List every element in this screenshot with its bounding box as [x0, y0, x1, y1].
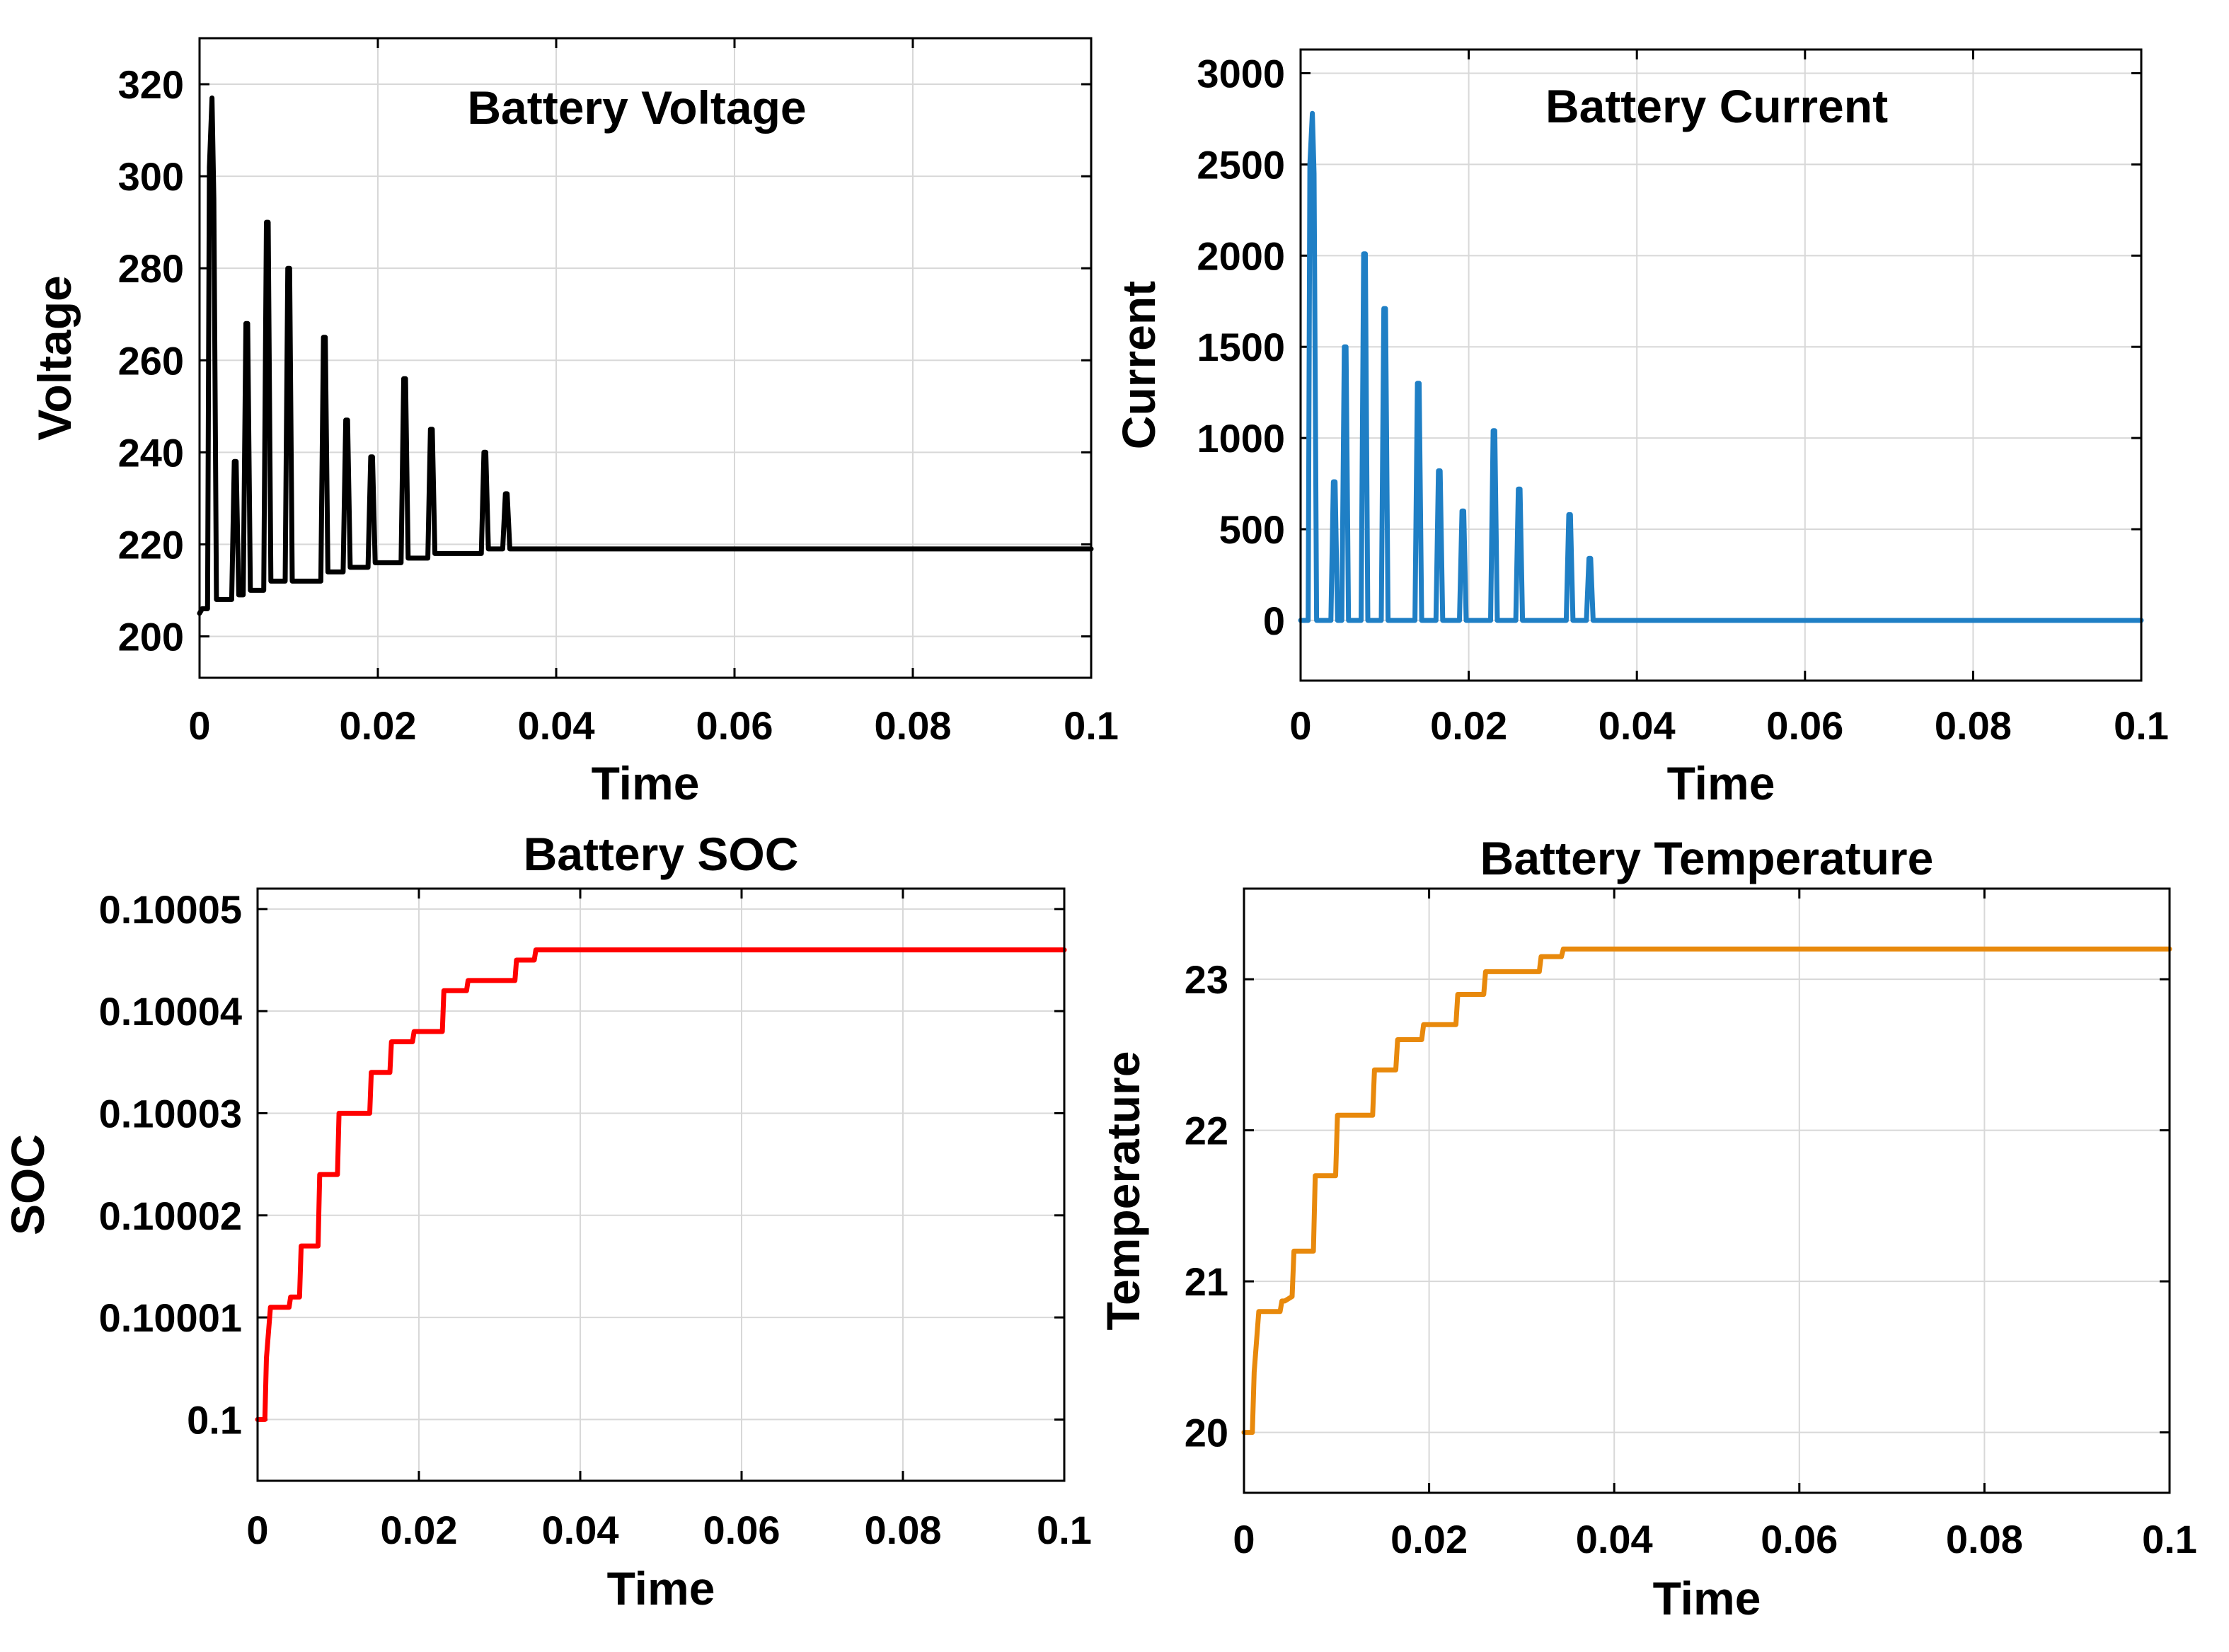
- battery-voltage-plot-area: [200, 38, 1091, 678]
- battery-voltage-x-tick-label: 0.1: [1064, 703, 1119, 748]
- battery-temperature-axes-box: [1243, 887, 2171, 1494]
- battery-soc-y-tick-label: 0.10003: [99, 1091, 242, 1136]
- battery-soc-y-tick-label: 0.10001: [99, 1295, 242, 1340]
- battery-voltage-axes-box: [198, 37, 1093, 679]
- battery-voltage-x-axis-label: Time: [592, 757, 700, 809]
- battery-temperature-y-tick-label: 22: [1185, 1109, 1228, 1153]
- battery-soc-y-tick-label: 0.10004: [99, 989, 242, 1034]
- battery-current-x-axis-label: Time: [1667, 757, 1775, 809]
- battery-temperature-chart: 0 0.02 0.04 0.06 0.08 0.1 20 21 22 23 Battery Temp…: [1097, 832, 2197, 1624]
- battery-current-title: Battery Current: [1545, 80, 1888, 132]
- battery-voltage-y-tick-label: 300: [118, 154, 184, 199]
- battery-current-chart: 0 0.02 0.04 0.06 0.08 0.1 0 500 1000 1500 2000 2500…: [1112, 48, 2169, 809]
- battery-temperature-x-tick-label: 0.08: [1946, 1517, 2023, 1561]
- battery-voltage-y-tick-label: 280: [118, 246, 184, 291]
- battery-voltage-x-tick-label: 0.08: [875, 703, 952, 748]
- battery-soc-y-tick-label: 0.10002: [99, 1194, 242, 1238]
- battery-temperature-y-tick-label: 20: [1185, 1411, 1228, 1455]
- battery-voltage-series-line: [197, 96, 1094, 616]
- battery-current-y-tick-label: 0: [1263, 599, 1285, 643]
- battery-temperature-x-tick-label: 0: [1233, 1517, 1255, 1561]
- battery-current-x-tick-label: 0: [1289, 703, 1311, 748]
- battery-soc-series-line: [255, 947, 1067, 1422]
- battery-voltage-chart: 0 0.02 0.04 0.06 0.08 0.1 200 220 240 260 280 300 32…: [28, 37, 1119, 809]
- battery-soc-x-tick-label: 0.02: [381, 1508, 458, 1552]
- battery-temperature-y-tick-label: 21: [1185, 1259, 1228, 1304]
- battery-current-x-tick-label: 0.04: [1599, 703, 1676, 748]
- battery-voltage-y-tick-label: 260: [118, 338, 184, 383]
- battery-current-y-axis-label: Current: [1112, 281, 1165, 449]
- battery-current-series-line: [1298, 110, 2144, 623]
- battery-temperature-y-tick-label: 23: [1185, 957, 1228, 1002]
- battery-soc-title: Battery SOC: [524, 828, 799, 880]
- battery-temperature-title: Battery Temperature: [1480, 832, 1934, 884]
- battery-temperature-x-tick-label: 0.1: [2142, 1517, 2197, 1561]
- battery-temperature-x-tick-label: 0.04: [1576, 1517, 1653, 1561]
- battery-soc-x-tick-label: 0: [246, 1508, 268, 1552]
- battery-temperature-x-axis-label: Time: [1653, 1572, 1761, 1624]
- battery-soc-x-tick-label: 0.08: [865, 1508, 942, 1552]
- battery-current-y-tick-label: 500: [1219, 507, 1285, 552]
- battery-current-y-tick-label: 1000: [1197, 416, 1285, 461]
- battery-soc-x-tick-label: 0.04: [542, 1508, 619, 1552]
- battery-current-y-tick-label: 2000: [1197, 233, 1285, 278]
- battery-voltage-title: Battery Voltage: [467, 81, 806, 134]
- battery-voltage-x-tick-label: 0.06: [696, 703, 773, 748]
- battery-soc-axes-box: [256, 887, 1066, 1482]
- battery-current-x-tick-label: 0.06: [1766, 703, 1843, 748]
- battery-current-plot-area: [1301, 50, 2141, 681]
- battery-voltage-y-tick-label: 200: [118, 614, 184, 659]
- battery-current-x-tick-label: 0.1: [2114, 703, 2169, 748]
- battery-soc-x-tick-label: 0.06: [703, 1508, 781, 1552]
- battery-voltage-y-tick-label: 320: [118, 62, 184, 107]
- battery-current-y-tick-label: 3000: [1197, 52, 1285, 96]
- battery-current-y-tick-label: 1500: [1197, 325, 1285, 369]
- battery-voltage-x-tick-label: 0: [188, 703, 210, 748]
- battery-temperature-x-tick-label: 0.02: [1390, 1517, 1468, 1561]
- battery-soc-y-tick-label: 0.10005: [99, 887, 242, 932]
- battery-soc-x-axis-label: Time: [607, 1562, 715, 1615]
- battery-voltage-x-tick-label: 0.04: [518, 703, 595, 748]
- battery-temperature-series-line: [1241, 946, 2172, 1436]
- battery-temperature-x-tick-label: 0.06: [1761, 1517, 1838, 1561]
- battery-soc-y-tick-label: 0.1: [187, 1397, 242, 1442]
- battery-voltage-x-tick-label: 0.02: [340, 703, 417, 748]
- battery-current-y-tick-label: 2500: [1197, 142, 1285, 187]
- battery-temperature-y-axis-label: Temperature: [1097, 1051, 1149, 1331]
- battery-soc-chart: 0 0.02 0.04 0.06 0.08 0.1 0.1 0.10001 0.10002 0.1…: [1, 828, 1092, 1615]
- battery-soc-y-axis-label: SOC: [1, 1134, 54, 1235]
- battery-temperature-plot-area: [1244, 889, 2170, 1493]
- battery-voltage-y-tick-label: 240: [118, 430, 184, 475]
- battery-soc-plot-area: [258, 889, 1064, 1481]
- battery-current-x-tick-label: 0.02: [1430, 703, 1507, 748]
- battery-current-x-tick-label: 0.08: [1935, 703, 2012, 748]
- battery-current-axes-box: [1299, 48, 2143, 682]
- battery-soc-x-tick-label: 0.1: [1037, 1508, 1092, 1552]
- battery-voltage-y-tick-label: 220: [118, 522, 184, 567]
- battery-voltage-y-axis-label: Voltage: [28, 275, 81, 440]
